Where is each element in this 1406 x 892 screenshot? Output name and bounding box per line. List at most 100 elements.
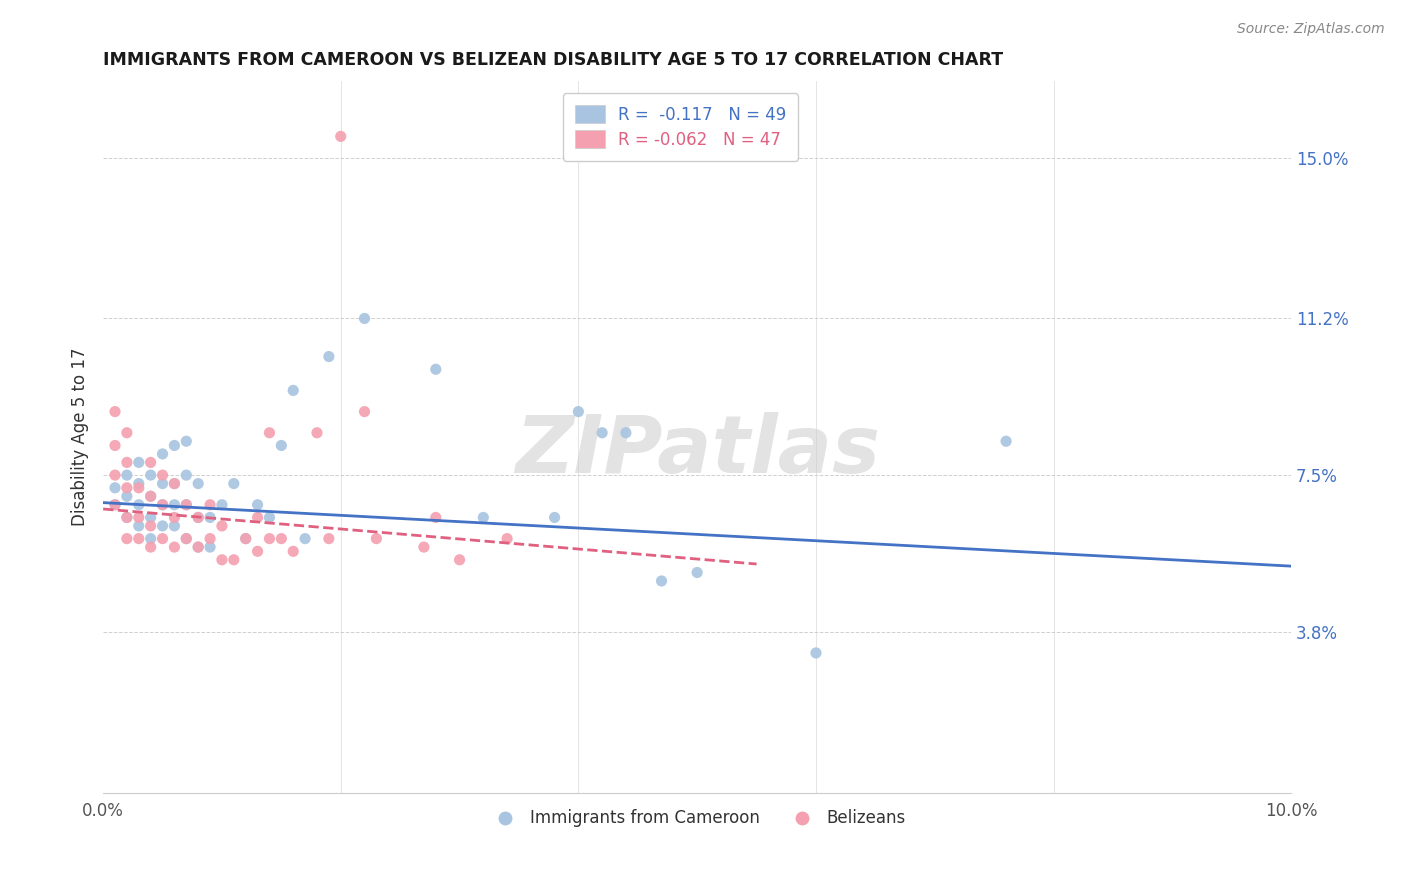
Point (139, 489, 162, 503)
Point (318, 350, 340, 364)
Legend: Immigrants from Cameroon, Belizeans: Immigrants from Cameroon, Belizeans (482, 803, 912, 834)
Point (104, 498, 127, 512)
Point (211, 553, 233, 567)
Point (246, 510, 269, 524)
Point (567, 404, 589, 418)
Point (222, 553, 245, 567)
Point (163, 438, 186, 452)
Point (139, 455, 162, 469)
Point (152, 532, 174, 546)
Point (366, 532, 388, 546)
Point (270, 438, 292, 452)
Point (318, 532, 340, 546)
Point (449, 553, 471, 567)
Point (115, 510, 138, 524)
Point (139, 540, 162, 554)
Point (163, 519, 186, 533)
Point (115, 481, 138, 495)
Point (235, 532, 257, 546)
Point (174, 434, 197, 449)
Point (128, 510, 150, 524)
Point (115, 510, 138, 524)
Point (128, 476, 150, 491)
Text: ZIPatlas: ZIPatlas (515, 412, 880, 491)
Point (104, 438, 127, 452)
Point (591, 425, 613, 440)
Point (115, 468, 138, 483)
Point (329, 129, 352, 144)
Point (115, 455, 138, 469)
Point (163, 476, 186, 491)
Point (259, 510, 281, 524)
Point (198, 540, 221, 554)
Point (187, 540, 209, 554)
Point (139, 510, 162, 524)
Point (270, 532, 292, 546)
Point (259, 425, 281, 440)
Point (174, 468, 197, 483)
Point (211, 498, 233, 512)
Point (235, 532, 257, 546)
Point (187, 476, 209, 491)
Point (425, 362, 447, 376)
Point (139, 489, 162, 503)
Point (187, 510, 209, 524)
Point (163, 510, 186, 524)
Point (614, 425, 637, 440)
Point (104, 498, 127, 512)
Point (187, 540, 209, 554)
Point (283, 384, 305, 398)
Point (152, 447, 174, 461)
Point (543, 510, 565, 524)
Point (305, 425, 328, 440)
Point (222, 476, 245, 491)
Point (246, 498, 269, 512)
Point (128, 519, 150, 533)
Point (115, 489, 138, 503)
Point (995, 434, 1018, 449)
Point (187, 510, 209, 524)
Point (804, 646, 827, 660)
Point (686, 566, 709, 580)
Point (174, 532, 197, 546)
Point (128, 455, 150, 469)
Point (294, 532, 316, 546)
Point (283, 544, 305, 558)
Point (152, 498, 174, 512)
Point (472, 510, 495, 524)
Point (259, 532, 281, 546)
Point (163, 498, 186, 512)
Point (115, 425, 138, 440)
Point (211, 519, 233, 533)
Point (651, 574, 673, 588)
Point (198, 532, 221, 546)
Point (139, 519, 162, 533)
Point (152, 519, 174, 533)
Point (198, 510, 221, 524)
Text: IMMIGRANTS FROM CAMEROON VS BELIZEAN DISABILITY AGE 5 TO 17 CORRELATION CHART: IMMIGRANTS FROM CAMEROON VS BELIZEAN DIS… (103, 51, 1004, 69)
Point (353, 311, 375, 326)
Point (139, 468, 162, 483)
Point (198, 498, 221, 512)
Point (104, 481, 127, 495)
Point (163, 540, 186, 554)
Point (152, 468, 174, 483)
Point (413, 540, 436, 554)
Point (174, 532, 197, 546)
Point (174, 498, 197, 512)
Point (246, 544, 269, 558)
Point (128, 532, 150, 546)
Point (104, 468, 127, 483)
Point (152, 498, 174, 512)
Point (104, 404, 127, 418)
Text: Source: ZipAtlas.com: Source: ZipAtlas.com (1237, 22, 1385, 37)
Point (152, 476, 174, 491)
Point (115, 532, 138, 546)
Point (163, 476, 186, 491)
Point (139, 532, 162, 546)
Point (425, 510, 447, 524)
Point (128, 498, 150, 512)
Point (353, 404, 375, 418)
Point (128, 481, 150, 495)
Y-axis label: Disability Age 5 to 17: Disability Age 5 to 17 (72, 348, 89, 526)
